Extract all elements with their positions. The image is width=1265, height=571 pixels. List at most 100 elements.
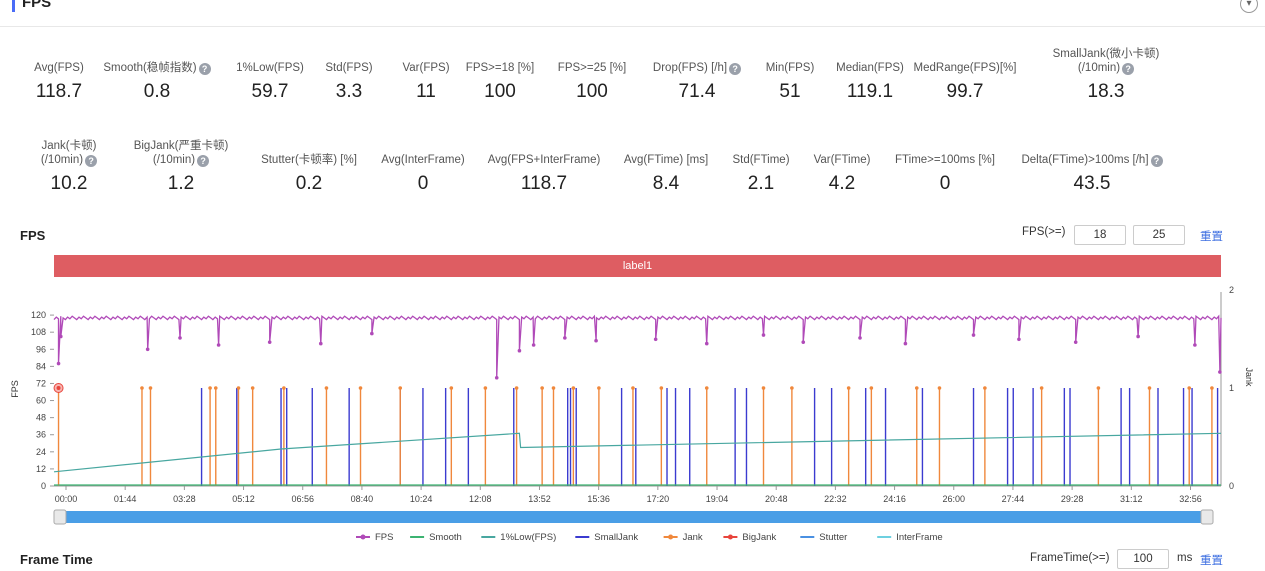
metric-row2-9: Delta(FTime)>100ms [/h]? 43.5 <box>1002 153 1182 195</box>
panel-title: FPS <box>22 0 52 11</box>
jank-point <box>761 386 766 390</box>
fps-drop-point <box>517 348 522 353</box>
fps-drop-point <box>178 336 182 340</box>
legend-label-4: Jank <box>683 532 703 543</box>
fps-line <box>53 314 1222 378</box>
frametime-threshold-label: FrameTime(>=) <box>1030 552 1110 564</box>
metric-value: 100 <box>576 81 608 102</box>
metric-label: Min(FPS) <box>765 62 815 74</box>
fps-drop-point <box>1017 337 1021 342</box>
metric-label: Median(FPS) <box>836 62 904 74</box>
legend-label-3: SmallJank <box>594 532 638 543</box>
jank-point <box>514 386 519 390</box>
x-tick-label: 08:40 <box>351 494 374 504</box>
legend-label-7: InterFrame <box>896 532 942 543</box>
legend-label-2: 1%Low(FPS) <box>500 532 556 543</box>
jank-point <box>1096 386 1101 390</box>
x-tick-label: 12:08 <box>469 494 492 504</box>
metric-label: Stutter(卡顿率) [%] <box>261 154 357 166</box>
fps-drop-point <box>370 331 374 336</box>
fps-threshold-input-1[interactable]: 18 <box>1074 225 1126 245</box>
metric-label: 1%Low(FPS) <box>236 62 304 74</box>
fps-drop-point <box>761 333 766 337</box>
metric-row1-0: Avg(FPS) 118.7 <box>0 61 149 103</box>
metric-value: 59.7 <box>251 81 289 102</box>
metric-row2-6: Std(FTime) 2.1 <box>671 153 851 195</box>
help-icon[interactable]: ? <box>1150 155 1163 167</box>
x-tick-label: 24:16 <box>883 494 906 504</box>
metric-row1-3: Std(FPS) 3.3 <box>259 61 439 103</box>
x-tick-label: 27:44 <box>1002 494 1025 504</box>
fps-drop-point <box>1193 343 1197 347</box>
panel-header: FPS ▾ <box>0 0 1265 27</box>
x-tick-label: 00:00 <box>55 494 78 504</box>
jank-point <box>148 386 153 390</box>
metric-label: Avg(FPS+InterFrame) <box>487 154 601 166</box>
jank-point <box>208 386 212 390</box>
fps-drop-point <box>494 375 499 380</box>
fps-drop-point <box>1218 370 1222 374</box>
metric-row1-6: FPS>=25 [%] 100 <box>502 61 682 103</box>
x-tick-label: 26:00 <box>942 494 965 504</box>
help-icon[interactable]: ? <box>729 63 742 75</box>
metric-value: 11 <box>416 81 436 102</box>
x-tick-label: 31:12 <box>1120 494 1143 504</box>
metric-label: Std(FPS) <box>325 62 373 74</box>
jank-point <box>1210 386 1214 390</box>
metric-label: Avg(FTime) [ms] <box>623 154 709 166</box>
metric-label: Std(FTime) <box>732 154 790 166</box>
fps-drop-point <box>858 336 862 340</box>
frametime-threshold-input[interactable]: 100 <box>1117 549 1169 569</box>
metric-row2-1: BigJank(严重卡顿) (/10min)? 1.2 <box>91 139 271 195</box>
x-tick-label: 13:52 <box>528 494 551 504</box>
fps-drop-point <box>903 341 908 346</box>
metric-value: 43.5 <box>1073 173 1111 194</box>
jank-point <box>483 386 488 390</box>
fps-threshold-input-2[interactable]: 25 <box>1133 225 1185 245</box>
fps-drop-point <box>59 334 63 339</box>
x-tick-label: 06:56 <box>291 494 314 504</box>
metric-row1-8: Min(FPS) 51 <box>700 61 880 103</box>
metric-row2-0: Jank(卡顿) (/10min)? 10.2 <box>0 139 159 195</box>
legend-marker-0 <box>360 534 366 540</box>
y-axis-label: FPS <box>10 380 20 398</box>
metric-value: 1.2 <box>167 173 195 194</box>
x-tick-label: 20:48 <box>765 494 788 504</box>
help-icon[interactable]: ? <box>1122 63 1135 75</box>
legend-label-6: Stutter <box>819 532 847 543</box>
x-tick-label: 03:28 <box>173 494 196 504</box>
metric-row1-2: 1%Low(FPS) 59.7 <box>180 61 360 103</box>
metric-row2-5: Avg(FTime) [ms] 8.4 <box>576 153 756 195</box>
fps-reset-link[interactable]: 重置 <box>1200 231 1223 243</box>
jank-point <box>398 386 403 390</box>
help-icon[interactable]: ? <box>85 155 98 167</box>
metric-row1-5: FPS>=18 [%] 100 <box>410 61 590 103</box>
fps-drop-point <box>971 333 976 337</box>
jank-point <box>449 386 454 390</box>
help-icon[interactable]: ? <box>198 63 211 75</box>
y-tick-label: 60 <box>36 396 46 406</box>
y2-tick-label: 0 <box>1229 481 1234 491</box>
fps-drop-point <box>1136 334 1140 339</box>
help-icon[interactable]: ? <box>197 155 210 167</box>
y-tick-label: 72 <box>36 378 46 388</box>
metric-label-unit: (/10min) <box>40 154 84 166</box>
metric-value: 2.1 <box>747 173 775 194</box>
metric-label: Avg(FPS) <box>34 62 84 74</box>
label-bar[interactable]: label1 <box>54 255 1221 277</box>
x-tick-label: 17:20 <box>647 494 670 504</box>
metric-value: 10.2 <box>50 173 88 194</box>
frametime-reset-link[interactable]: 重置 <box>1200 555 1223 567</box>
collapse-icon[interactable]: ▾ <box>1240 0 1258 13</box>
metric-value: 71.4 <box>678 81 716 102</box>
y-tick-label: 108 <box>31 327 46 337</box>
metric-value: 51 <box>779 81 801 102</box>
metric-label: Avg(InterFrame) <box>381 154 465 166</box>
x-tick-label: 10:24 <box>410 494 433 504</box>
legend-marker-5 <box>727 534 733 540</box>
metric-label: MedRange(FPS)[%] <box>913 62 1017 74</box>
y-tick-label: 24 <box>36 447 46 457</box>
fps-drop-point <box>531 343 536 347</box>
jank-point <box>1039 386 1044 390</box>
